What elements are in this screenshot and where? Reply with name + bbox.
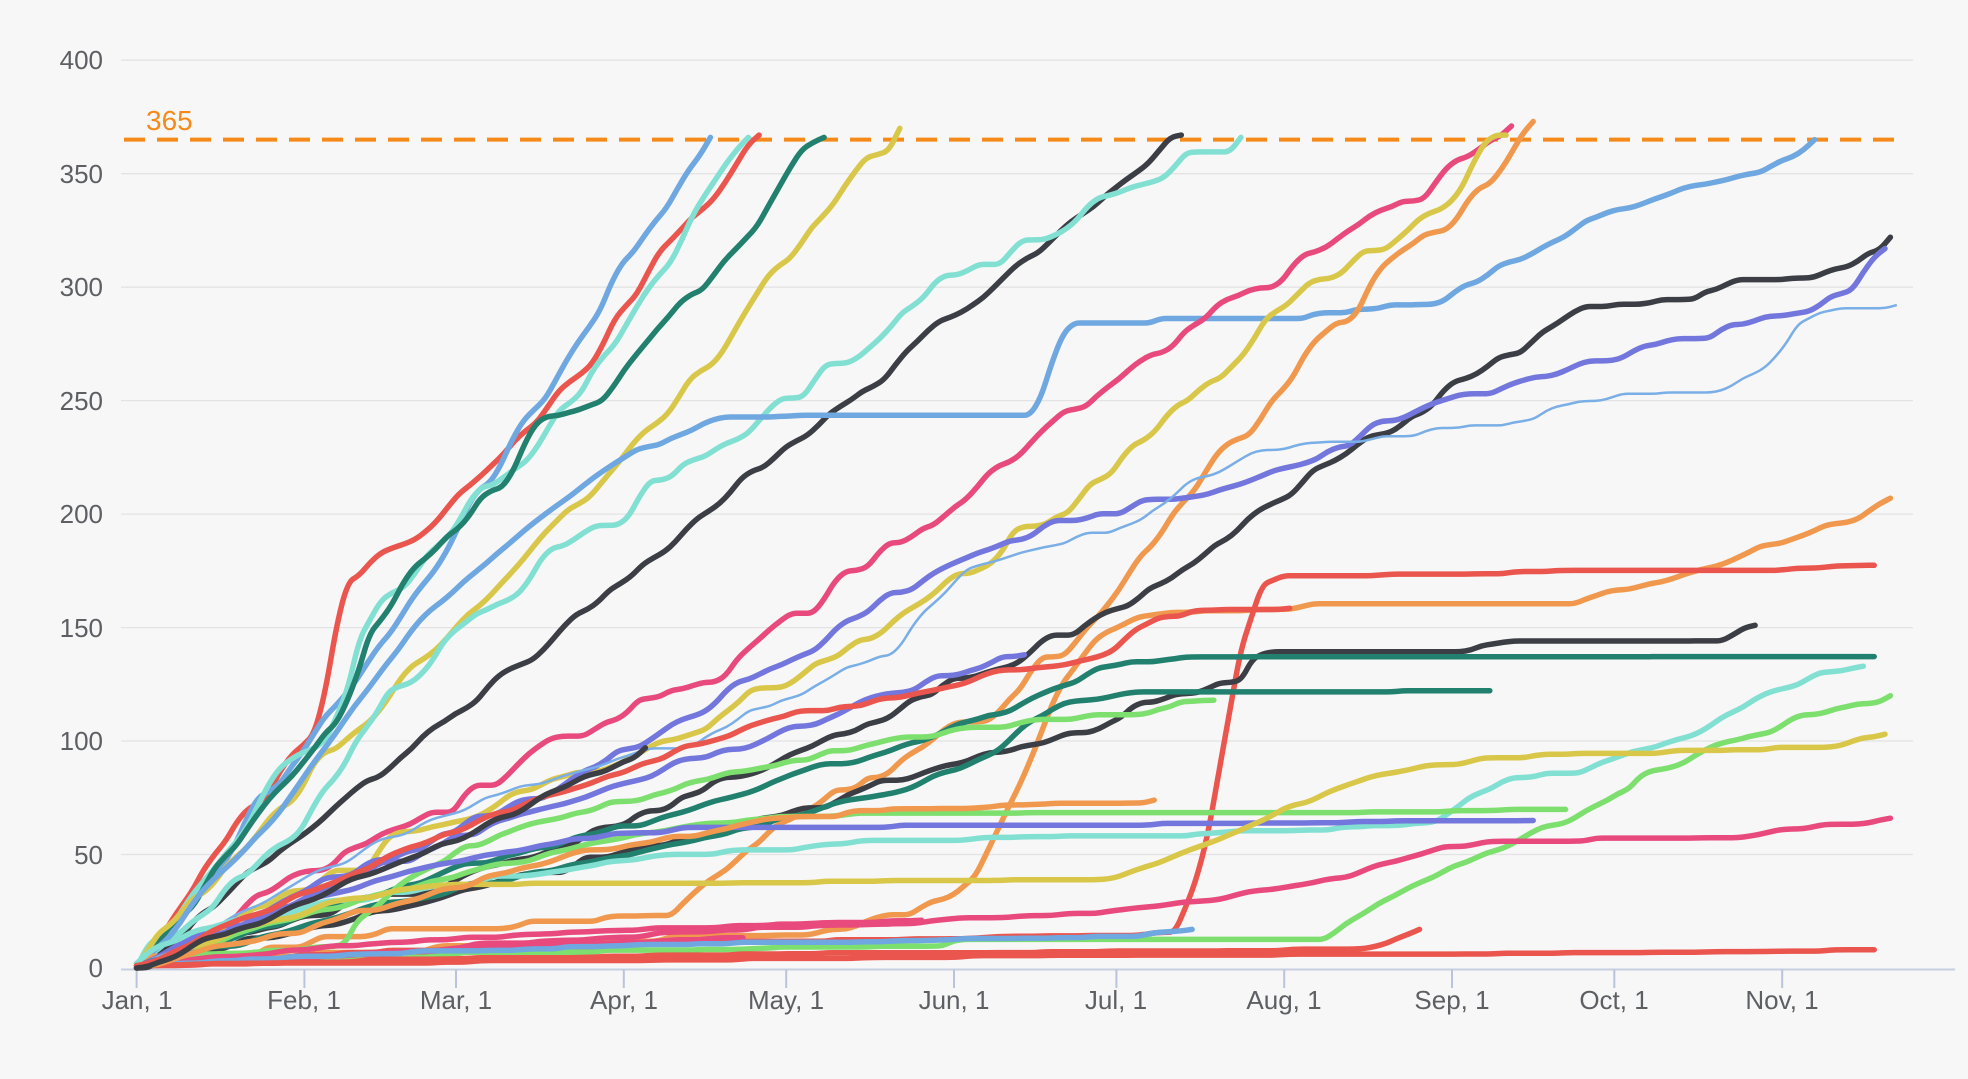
svg-text:Sep, 1: Sep, 1 [1414,985,1489,1015]
svg-text:400: 400 [60,45,103,75]
svg-text:Oct, 1: Oct, 1 [1579,985,1648,1015]
svg-text:350: 350 [60,159,103,189]
svg-text:Apr, 1: Apr, 1 [590,985,658,1015]
svg-text:Jun, 1: Jun, 1 [919,985,990,1015]
svg-text:Nov, 1: Nov, 1 [1745,985,1818,1015]
svg-text:100: 100 [60,726,103,756]
svg-text:Mar, 1: Mar, 1 [420,985,492,1015]
svg-text:200: 200 [60,499,103,529]
svg-text:Aug, 1: Aug, 1 [1246,985,1321,1015]
svg-text:May, 1: May, 1 [748,985,824,1015]
svg-text:250: 250 [60,386,103,416]
svg-text:50: 50 [74,840,103,870]
svg-text:300: 300 [60,272,103,302]
svg-text:Jul, 1: Jul, 1 [1085,985,1147,1015]
svg-text:0: 0 [89,953,103,983]
svg-text:365: 365 [146,105,193,136]
svg-text:150: 150 [60,613,103,643]
svg-text:Feb, 1: Feb, 1 [267,985,341,1015]
svg-text:Jan, 1: Jan, 1 [102,985,173,1015]
